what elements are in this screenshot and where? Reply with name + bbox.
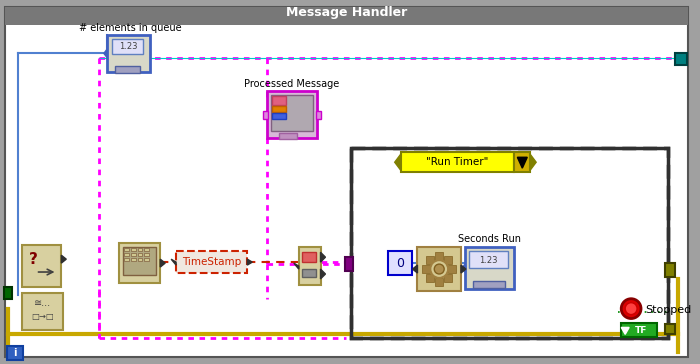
Circle shape	[434, 264, 444, 274]
Bar	[272, 113, 286, 119]
Bar	[267, 91, 316, 138]
Bar	[137, 253, 142, 256]
Bar	[124, 253, 129, 256]
Polygon shape	[412, 265, 417, 273]
Bar	[272, 106, 286, 112]
Bar	[469, 251, 508, 268]
Bar	[351, 149, 668, 338]
Bar	[115, 66, 141, 73]
Text: 1.23: 1.23	[119, 42, 138, 51]
Text: Message Handler: Message Handler	[286, 6, 407, 19]
Bar	[263, 111, 268, 119]
Text: ≅...: ≅...	[34, 298, 51, 308]
Bar	[435, 278, 443, 286]
Polygon shape	[321, 252, 326, 262]
Polygon shape	[621, 327, 629, 335]
Text: Processed Message: Processed Message	[244, 79, 340, 89]
Bar	[271, 95, 313, 131]
Bar	[302, 269, 316, 277]
Circle shape	[430, 260, 448, 278]
Bar	[444, 256, 452, 264]
Bar	[144, 253, 149, 256]
Bar	[514, 152, 530, 172]
Text: ?: ?	[29, 252, 38, 267]
Polygon shape	[294, 263, 299, 269]
Bar	[316, 111, 321, 119]
Polygon shape	[247, 259, 252, 265]
Bar	[124, 258, 129, 261]
Bar	[465, 247, 514, 289]
Circle shape	[625, 303, 637, 314]
Bar	[131, 248, 136, 251]
Bar	[345, 257, 354, 271]
Bar	[7, 346, 23, 360]
Bar	[665, 263, 675, 277]
Bar	[122, 247, 156, 275]
Polygon shape	[171, 259, 176, 265]
Polygon shape	[461, 265, 466, 273]
Text: "Run Timer": "Run Timer"	[426, 157, 488, 167]
Bar	[144, 248, 149, 251]
Text: 0: 0	[395, 257, 404, 270]
Bar	[299, 247, 321, 285]
Bar	[444, 274, 452, 282]
Bar	[675, 54, 687, 65]
Text: □→□: □→□	[32, 312, 54, 321]
Bar	[448, 265, 456, 273]
Polygon shape	[160, 259, 165, 267]
Bar	[351, 149, 668, 338]
Text: i: i	[13, 348, 17, 358]
Polygon shape	[395, 154, 400, 170]
Text: Stopped: Stopped	[645, 305, 691, 314]
Text: Seconds Run: Seconds Run	[458, 234, 522, 244]
Polygon shape	[104, 50, 107, 58]
Text: TimeStamp: TimeStamp	[182, 257, 241, 267]
Bar	[119, 243, 160, 283]
Bar	[279, 132, 297, 139]
Bar	[665, 324, 675, 335]
Bar	[144, 258, 149, 261]
Bar	[22, 293, 63, 331]
Bar	[417, 247, 461, 291]
Bar	[137, 258, 142, 261]
Polygon shape	[62, 255, 66, 263]
Bar	[112, 39, 144, 54]
Bar	[302, 252, 316, 262]
Text: 1.23: 1.23	[480, 256, 498, 265]
Bar	[435, 252, 443, 260]
Bar	[388, 251, 412, 275]
Bar	[621, 324, 657, 337]
Bar	[400, 152, 514, 172]
Bar	[426, 256, 434, 264]
Bar	[107, 35, 150, 72]
Bar	[4, 287, 12, 299]
Polygon shape	[321, 269, 326, 279]
Polygon shape	[530, 154, 536, 170]
Bar	[473, 281, 505, 288]
Bar	[22, 245, 62, 287]
Text: TF: TF	[635, 326, 648, 335]
Bar	[131, 258, 136, 261]
Polygon shape	[517, 157, 527, 168]
Bar	[5, 7, 687, 25]
Bar	[176, 251, 247, 273]
Bar	[137, 248, 142, 251]
Text: # elements in queue: # elements in queue	[79, 23, 182, 33]
Bar	[124, 248, 129, 251]
Bar	[272, 96, 286, 105]
Bar	[131, 253, 136, 256]
Circle shape	[621, 299, 641, 318]
Bar	[426, 274, 434, 282]
Bar	[422, 265, 430, 273]
Polygon shape	[462, 264, 465, 272]
